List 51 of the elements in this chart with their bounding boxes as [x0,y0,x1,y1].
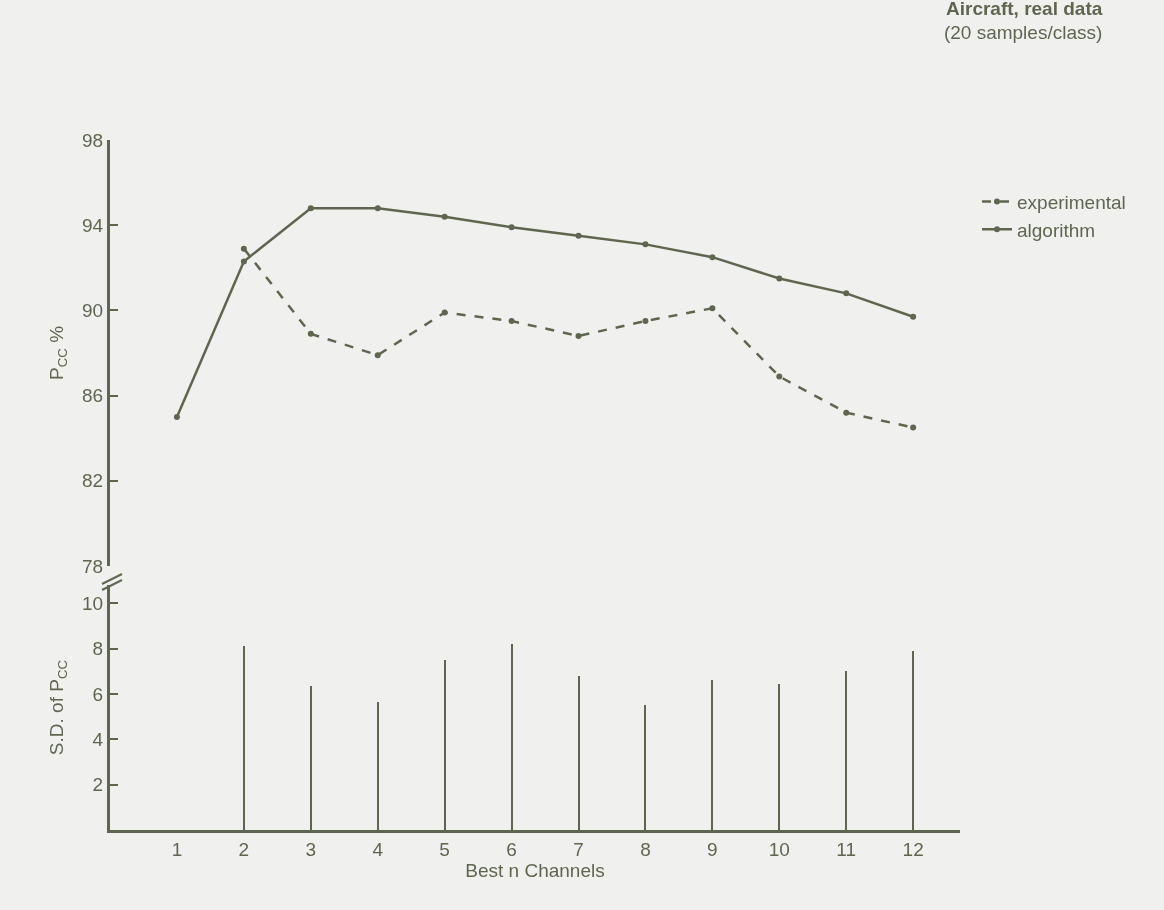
point [240,245,247,252]
x-tick-label: 5 [439,838,450,860]
x-tick-label: 10 [768,838,790,860]
y-tick-label: 4 [92,728,104,750]
text: (20 samples/class) [943,22,1103,44]
point [441,309,448,316]
point [709,305,716,312]
legend-label: experimental [1017,191,1126,213]
point [910,313,917,320]
x-tick-label: 9 [707,838,718,860]
point [374,205,381,212]
point [642,318,649,325]
x-tick-label: 6 [506,838,517,860]
y-tick-label: 10 [82,592,104,614]
point [508,224,515,231]
point [508,318,515,325]
point [642,241,649,248]
x-tick-label: 3 [305,838,317,860]
y-tick-label: 98 [82,129,104,151]
point [307,205,314,212]
point [910,424,917,431]
point [575,232,582,239]
y-tick-label: 78 [82,555,104,577]
x-axis-title: Best n Channels [465,859,605,881]
x-tick-label: 12 [902,838,924,860]
y-tick-label: 2 [92,774,104,796]
point [843,290,850,297]
point [709,254,716,261]
y-tick-label: 8 [92,638,104,660]
y-tick-label: 90 [82,300,104,322]
text: Aircraft, real data [946,0,1103,19]
point [307,330,314,337]
legend-label: algorithm [1017,219,1096,241]
point [374,352,381,359]
point [173,413,180,420]
y-tick-label: 6 [92,683,104,705]
y-tick-label: 82 [82,470,104,492]
y-tick-label: 86 [82,385,104,407]
point [240,258,247,265]
x-tick-label: 7 [573,838,584,860]
point [441,213,448,220]
x-tick-label: 4 [372,838,384,860]
x-tick-label: 2 [238,838,250,860]
point [776,275,783,282]
x-tick-label: 8 [640,838,651,860]
y-tick-label: 94 [82,214,104,236]
point [776,373,783,380]
point [843,409,850,416]
x-tick-label: 1 [171,838,183,860]
x-tick-label: 11 [836,838,857,860]
point [575,332,582,339]
